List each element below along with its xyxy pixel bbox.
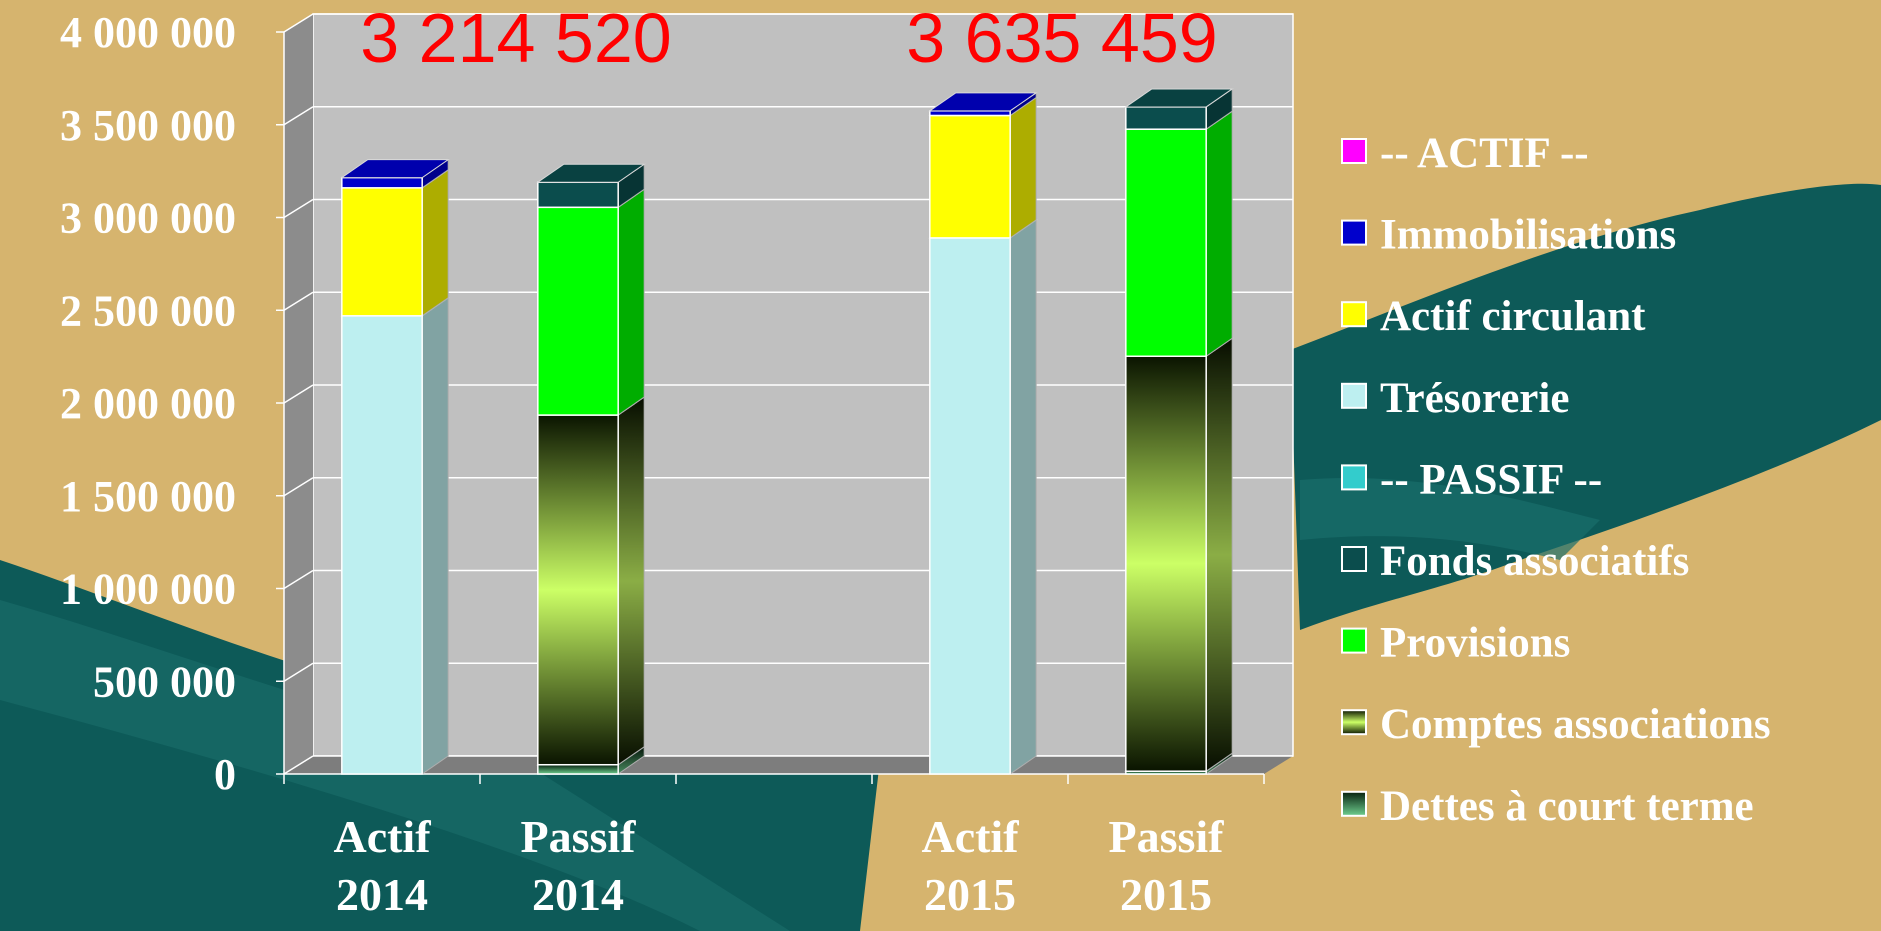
legend-swatch — [1341, 464, 1367, 491]
bar-top — [1124, 88, 1234, 108]
legend-swatch — [1341, 301, 1367, 328]
bar — [1125, 128, 1207, 358]
annotation: 3 214 520 — [360, 0, 671, 77]
y-tick-label: 4 000 000 — [60, 8, 236, 57]
floor — [284, 756, 1293, 774]
plot-area: 0 500 000 1 000 000 1 500 000 2 000 000 2 500… — [60, 0, 1771, 830]
bar-side — [617, 396, 645, 766]
grid-line-side — [283, 106, 314, 126]
y-tick-label: 1 500 000 — [60, 472, 236, 521]
grid-line-side — [283, 569, 314, 590]
bar-side — [1205, 337, 1233, 773]
y-tick-label: 2 000 000 — [60, 379, 236, 428]
legend-swatch — [1341, 790, 1367, 817]
legend-label: Immobilisations — [1380, 212, 1676, 259]
legend-swatch — [1341, 138, 1367, 164]
x-tick-label: Actif 2015 — [921, 811, 1019, 920]
bar — [537, 414, 619, 766]
bar-side — [421, 168, 449, 317]
legend-label: Actif circulant — [1380, 293, 1646, 340]
legend-label: -- PASSIF -- — [1380, 456, 1602, 503]
bar-side — [421, 296, 449, 775]
bar — [537, 763, 619, 775]
legend-swatch — [1341, 382, 1367, 409]
bar-top — [340, 159, 450, 179]
x-tick-label: Passif 2015 — [1108, 811, 1224, 920]
y-tick-label: 0 — [214, 750, 236, 799]
bar-side — [617, 188, 645, 417]
legend-label: Provisions — [1380, 620, 1570, 667]
grid-line-side — [283, 477, 314, 497]
legend-label: Fonds associatifs — [1380, 538, 1689, 585]
y-tick-label: 3 500 000 — [60, 101, 236, 150]
bar — [341, 315, 423, 775]
grid-line-side — [283, 755, 314, 775]
legend-label: Dettes à court terme — [1380, 783, 1754, 830]
x-tick-label: Passif 2014 — [520, 811, 636, 920]
bar — [341, 187, 423, 317]
legend-swatch — [1341, 627, 1367, 654]
legend-swatch — [1341, 546, 1367, 572]
bar-top — [536, 163, 646, 183]
grid-line-side — [283, 384, 314, 404]
grid-line-side — [283, 662, 314, 682]
bar — [1125, 355, 1207, 772]
legend-label: -- ACTIF -- — [1380, 130, 1589, 177]
bar — [341, 176, 423, 189]
bar-side — [1009, 218, 1037, 775]
bar-side — [1205, 110, 1233, 358]
bar — [537, 206, 619, 416]
bar-top — [928, 92, 1038, 112]
grid-line-side — [283, 291, 314, 311]
bar-side — [1009, 96, 1037, 239]
annotation: 3 635 459 — [906, 0, 1217, 77]
y-tick-label: 3 000 000 — [60, 194, 236, 243]
y-tick-label: 2 500 000 — [60, 286, 236, 335]
legend-label: Comptes associations — [1380, 701, 1771, 748]
legend-swatch — [1341, 709, 1367, 736]
legend-swatch — [1341, 219, 1367, 246]
grid-line-side — [283, 13, 314, 33]
grid-line-side — [283, 198, 314, 219]
bar — [929, 237, 1011, 775]
y-tick-label: 500 000 — [93, 657, 236, 706]
bar — [1125, 106, 1207, 130]
legend-label: Trésorerie — [1380, 375, 1569, 422]
bar — [537, 181, 619, 209]
bar — [929, 110, 1011, 117]
y-tick-label: 1 000 000 — [60, 565, 236, 614]
bar — [929, 114, 1011, 239]
x-tick-label: Actif 2014 — [333, 811, 431, 920]
